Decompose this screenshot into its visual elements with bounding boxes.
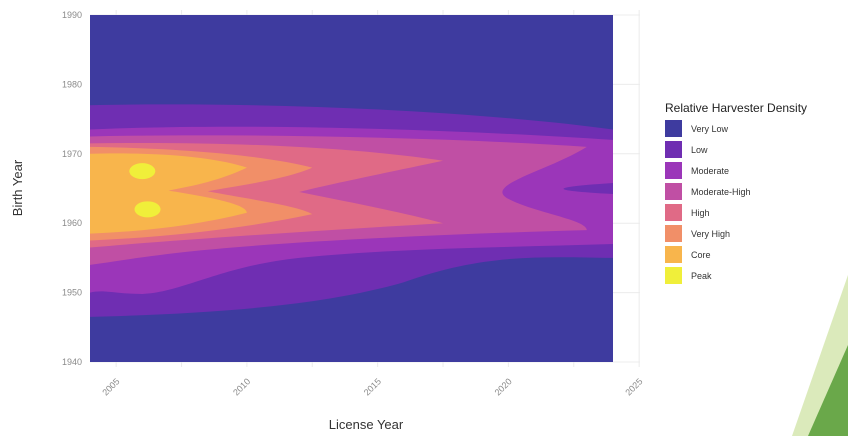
x-tick-label: 2010 <box>231 376 252 397</box>
legend: Relative Harvester Density Very Low Low Mo… <box>665 101 807 284</box>
x-tick-label: 2005 <box>100 376 121 397</box>
legend-label: Very High <box>691 229 730 239</box>
density-region-peak <box>129 163 156 180</box>
y-tick-label: 1990 <box>62 10 82 20</box>
x-axis-ticks: 2005 2010 2015 2020 2025 <box>100 376 644 397</box>
legend-title: Relative Harvester Density <box>665 101 807 115</box>
legend-label: Low <box>691 145 708 155</box>
legend-label: Very Low <box>691 124 729 134</box>
legend-swatch <box>665 141 682 158</box>
x-axis-title: License Year <box>329 417 404 432</box>
x-tick-label: 2020 <box>493 376 514 397</box>
corner-decoration <box>792 275 848 436</box>
x-tick-label: 2015 <box>362 376 383 397</box>
x-tick-label: 2025 <box>623 376 644 397</box>
legend-swatch <box>665 183 682 200</box>
legend-label: Moderate-High <box>691 187 751 197</box>
legend-label: Moderate <box>691 166 729 176</box>
y-axis-ticks: 1940 1950 1960 1970 1980 1990 <box>62 10 82 367</box>
density-region-peak <box>134 201 161 218</box>
y-tick-label: 1950 <box>62 288 82 298</box>
legend-swatch <box>665 120 682 137</box>
density-contours <box>90 15 613 362</box>
legend-swatch <box>665 204 682 221</box>
legend-swatch <box>665 246 682 263</box>
legend-swatch <box>665 267 682 284</box>
y-axis-title: Birth Year <box>10 159 25 216</box>
legend-swatch <box>665 225 682 242</box>
legend-label: High <box>691 208 710 218</box>
legend-swatch <box>665 162 682 179</box>
legend-label: Core <box>691 250 711 260</box>
legend-label: Peak <box>691 271 712 281</box>
y-tick-label: 1970 <box>62 149 82 159</box>
y-tick-label: 1980 <box>62 79 82 89</box>
y-tick-label: 1960 <box>62 218 82 228</box>
density-region-core <box>90 153 247 234</box>
decorative-shape <box>808 345 848 436</box>
y-tick-label: 1940 <box>62 357 82 367</box>
